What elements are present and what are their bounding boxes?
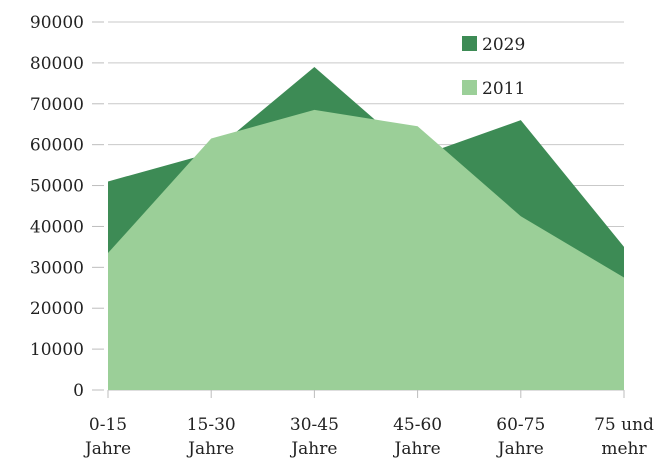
axis-layer: 90000 80000 70000 60000 50000 40000 30000 20000… bbox=[30, 13, 654, 459]
legend-label-2011: 2011 bbox=[482, 79, 525, 99]
legend-swatch-2029 bbox=[462, 36, 477, 51]
x-tick-label: 30-45 bbox=[290, 415, 339, 435]
legend-swatch-2011 bbox=[462, 80, 477, 95]
y-tick-label: 10000 bbox=[30, 340, 84, 360]
x-tick-label: 0-15 bbox=[89, 415, 127, 435]
y-tick-label: 80000 bbox=[30, 54, 84, 74]
x-tick-label: Jahre bbox=[83, 439, 131, 459]
y-tick-label: 30000 bbox=[30, 258, 84, 278]
y-tick-label: 40000 bbox=[30, 217, 84, 237]
y-tick-label: 70000 bbox=[30, 95, 84, 115]
y-tick-label: 50000 bbox=[30, 177, 84, 197]
x-tick-label: Jahre bbox=[393, 439, 441, 459]
legend-label-2029: 2029 bbox=[482, 35, 525, 55]
y-tick-label: 20000 bbox=[30, 299, 84, 319]
y-tick-label: 0 bbox=[73, 381, 84, 401]
x-tick-label: 60-75 bbox=[496, 415, 545, 435]
x-tick-label: 45-60 bbox=[393, 415, 442, 435]
x-tick-label: Jahre bbox=[289, 439, 337, 459]
area-layer bbox=[108, 66, 624, 391]
y-tick-label: 60000 bbox=[30, 136, 84, 156]
x-tick-label: Jahre bbox=[186, 439, 234, 459]
x-tick-label: mehr bbox=[601, 439, 647, 459]
area-series-2011 bbox=[108, 109, 624, 391]
x-tick-label: 75 und bbox=[594, 415, 654, 435]
x-tick-label: Jahre bbox=[496, 439, 544, 459]
x-tick-label: 15-30 bbox=[187, 415, 236, 435]
legend: 2029 2011 bbox=[462, 35, 525, 99]
y-tick-label: 90000 bbox=[30, 13, 84, 33]
